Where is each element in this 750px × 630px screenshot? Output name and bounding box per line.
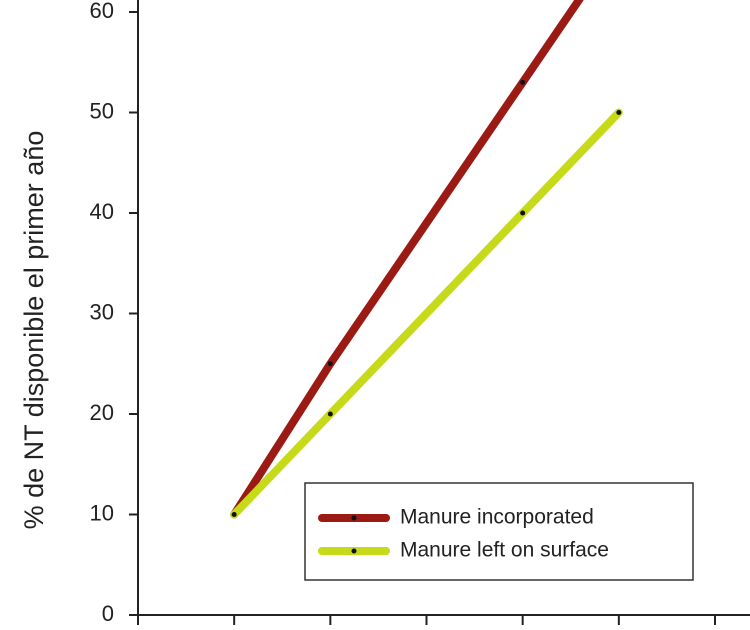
legend-marker bbox=[351, 548, 357, 554]
point bbox=[520, 210, 526, 216]
y-tick-label: 50 bbox=[90, 98, 114, 123]
y-tick-label: 0 bbox=[102, 601, 114, 626]
y-axis-label: % de NT disponible el primer año bbox=[19, 131, 49, 530]
y-tick-label: 60 bbox=[90, 0, 114, 23]
legend-label: Manure incorporated bbox=[400, 506, 594, 529]
legend bbox=[304, 482, 694, 581]
point bbox=[327, 411, 333, 417]
y-tick-label: 30 bbox=[90, 299, 114, 324]
legend-marker bbox=[351, 515, 357, 521]
series-line bbox=[230, 0, 584, 519]
point bbox=[327, 361, 333, 367]
point bbox=[520, 79, 526, 85]
y-tick-label: 20 bbox=[90, 400, 114, 425]
y-tick-label: 40 bbox=[90, 199, 114, 224]
series-line bbox=[230, 108, 623, 519]
point bbox=[231, 512, 237, 517]
legend-label: Manure left on surface bbox=[400, 539, 609, 562]
point bbox=[616, 110, 622, 115]
plot-area bbox=[230, 0, 623, 519]
y-tick-label: 10 bbox=[90, 500, 114, 525]
